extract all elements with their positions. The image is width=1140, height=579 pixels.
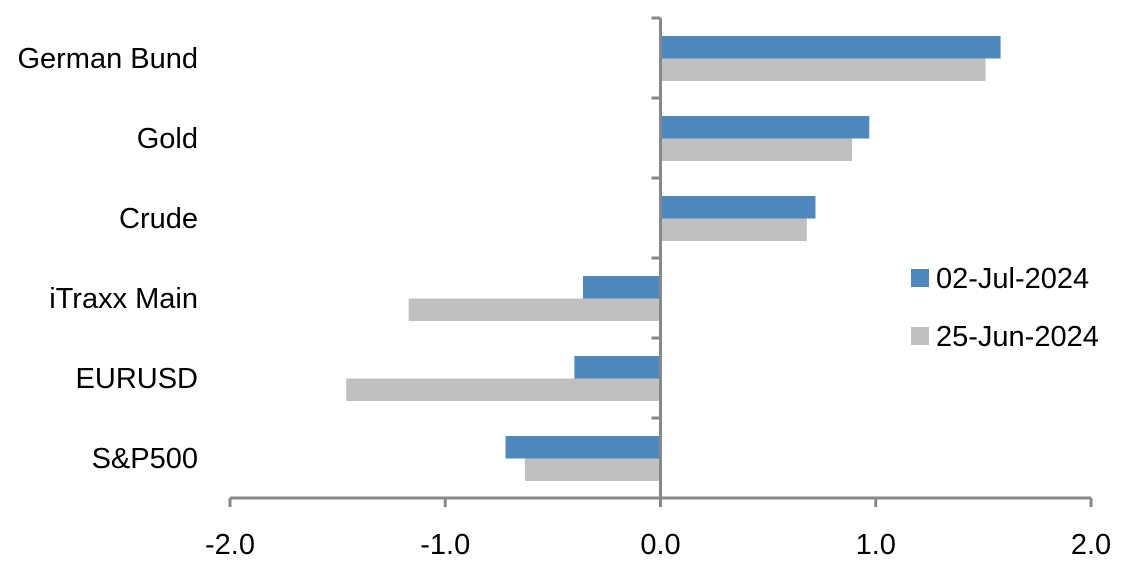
category-label: Crude bbox=[119, 203, 198, 235]
x-tick-label: 0.0 bbox=[640, 529, 680, 561]
bar-itraxx-main-series-2 bbox=[408, 298, 661, 321]
bar-german-bund-series-2 bbox=[660, 58, 986, 81]
bar-s-p500-series-1 bbox=[505, 436, 661, 459]
bar-german-bund-series-1 bbox=[660, 36, 1001, 59]
bar-eurusd-series-1 bbox=[574, 356, 661, 379]
category-label: Gold bbox=[137, 123, 198, 155]
bar-itraxx-main-series-1 bbox=[583, 276, 661, 299]
bar-crude-series-2 bbox=[660, 218, 807, 241]
category-label: iTraxx Main bbox=[49, 283, 198, 315]
bar-gold-series-2 bbox=[660, 138, 853, 161]
legend-swatch-2 bbox=[911, 327, 929, 345]
bar-gold-series-1 bbox=[660, 116, 870, 139]
bar-s-p500-series-2 bbox=[524, 458, 661, 481]
legend-swatch-1 bbox=[911, 269, 929, 287]
bar-eurusd-series-2 bbox=[346, 378, 661, 401]
category-label: S&P500 bbox=[92, 443, 198, 475]
x-tick-label: -2.0 bbox=[205, 529, 255, 561]
category-label: EURUSD bbox=[76, 363, 198, 395]
legend: 02-Jul-2024 25-Jun-2024 bbox=[911, 263, 1099, 353]
legend-label-1: 02-Jul-2024 bbox=[936, 263, 1089, 295]
legend-label-2: 25-Jun-2024 bbox=[936, 321, 1099, 353]
x-tick-label: 2.0 bbox=[1071, 529, 1111, 561]
category-label: German Bund bbox=[17, 43, 198, 75]
x-tick-label: 1.0 bbox=[856, 529, 896, 561]
x-tick-label: -1.0 bbox=[420, 529, 470, 561]
bar-crude-series-1 bbox=[660, 196, 816, 219]
